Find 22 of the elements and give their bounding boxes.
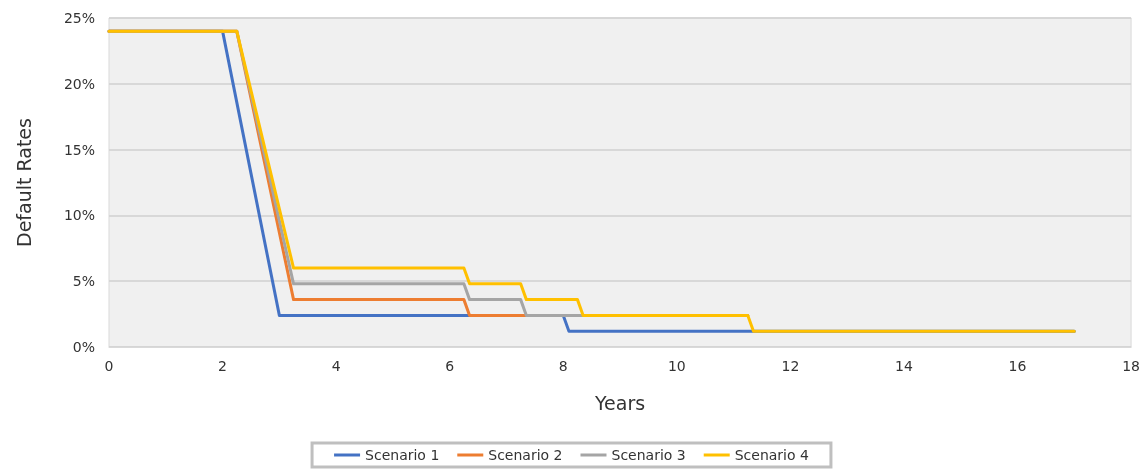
x-tick-label: 2 (218, 358, 228, 374)
x-tick-label: 4 (331, 358, 341, 374)
legend-label: Scenario 3 (611, 447, 686, 463)
y-tick-label: 10% (63, 207, 95, 224)
x-tick-label: 8 (558, 358, 568, 374)
x-tick-label: 16 (1008, 358, 1027, 374)
x-tick-label: 12 (781, 358, 800, 374)
x-tick-label: 0 (104, 358, 114, 374)
x-tick-label: 14 (895, 358, 913, 374)
y-tick-label: 0% (72, 339, 95, 355)
y-axis-title: Default Rates (12, 118, 35, 247)
legend-label: Scenario 1 (365, 447, 440, 463)
y-tick-label: 15% (63, 141, 95, 158)
x-axis-title: Years (593, 391, 646, 414)
y-tick-label: 20% (63, 75, 95, 92)
legend-label: Scenario 2 (488, 447, 563, 463)
x-tick-label: 18 (1122, 358, 1141, 374)
x-tick-label: 10 (667, 358, 686, 374)
y-tick-label: 25% (63, 10, 95, 26)
x-tick-label: 6 (445, 358, 455, 374)
legend-label: Scenario 4 (734, 447, 810, 463)
y-tick-label: 5% (72, 273, 95, 290)
